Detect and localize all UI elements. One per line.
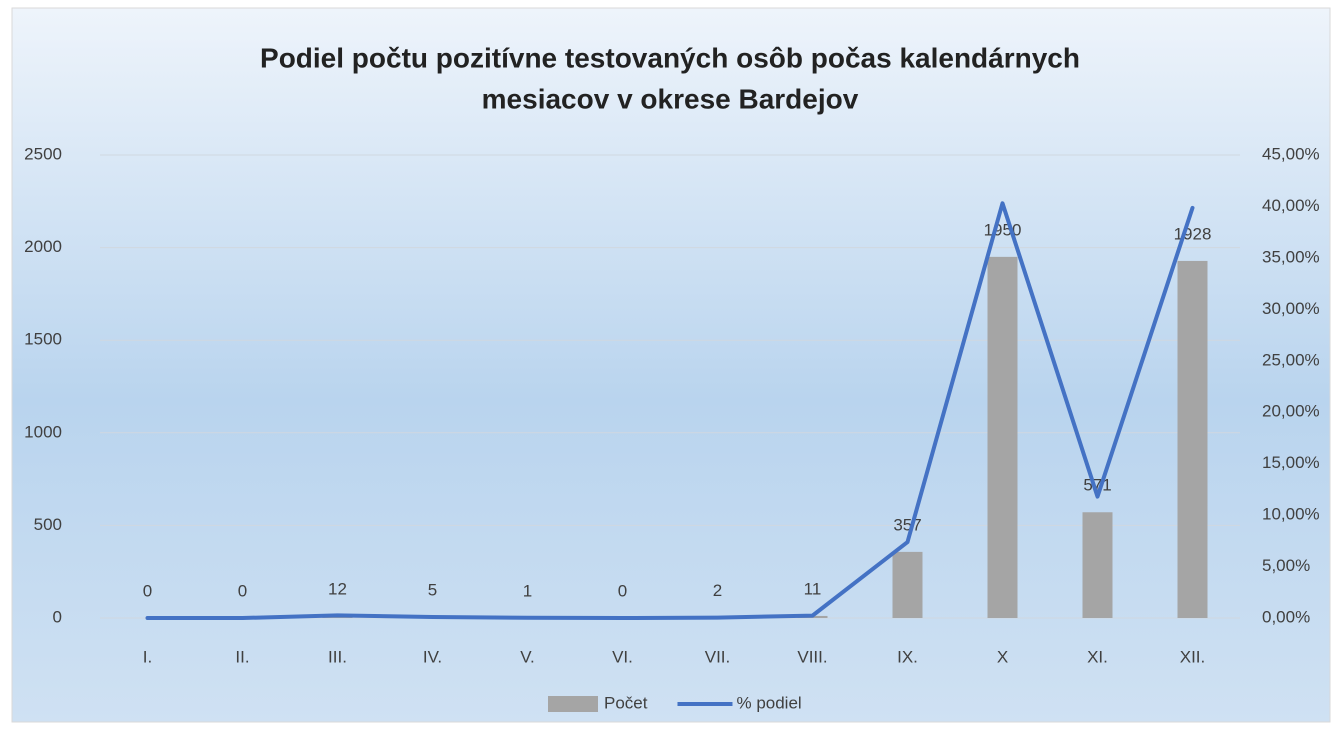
- y2-tick-label: 30,00%: [1262, 299, 1320, 318]
- data-label: 1950: [984, 220, 1022, 239]
- y2-tick-label: 5,00%: [1262, 556, 1310, 575]
- data-label: 2: [713, 581, 722, 600]
- x-tick-label: X: [997, 647, 1008, 666]
- y-tick-label: 2000: [24, 237, 62, 256]
- x-tick-label: VIII.: [797, 647, 827, 666]
- y2-tick-label: 10,00%: [1262, 505, 1320, 524]
- y-tick-label: 1500: [24, 330, 62, 349]
- chart-title: mesiacov v okrese Bardejov: [482, 83, 859, 114]
- y2-tick-label: 40,00%: [1262, 196, 1320, 215]
- x-tick-label: I.: [143, 647, 152, 666]
- y2-tick-label: 15,00%: [1262, 453, 1320, 472]
- x-tick-label: VI.: [612, 647, 633, 666]
- x-tick-label: XII.: [1180, 647, 1206, 666]
- data-label: 11: [804, 579, 822, 598]
- bar: [892, 551, 923, 618]
- y2-tick-label: 45,00%: [1262, 144, 1320, 163]
- data-label: 1928: [1174, 224, 1212, 243]
- y-tick-label: 1000: [24, 422, 62, 441]
- data-label: 0: [238, 581, 247, 600]
- x-tick-label: III.: [328, 647, 347, 666]
- data-label: 5: [428, 581, 437, 600]
- chart-background: [11, 7, 1331, 723]
- x-tick-label: XI.: [1087, 647, 1108, 666]
- y2-tick-label: 0,00%: [1262, 607, 1310, 626]
- data-label: 12: [328, 579, 347, 598]
- data-label: 357: [893, 515, 921, 534]
- x-tick-label: IX.: [897, 647, 918, 666]
- legend-label: % podiel: [736, 693, 801, 712]
- x-tick-label: II.: [235, 647, 249, 666]
- data-label: 0: [618, 581, 627, 600]
- y2-tick-label: 35,00%: [1262, 247, 1320, 266]
- y2-tick-label: 25,00%: [1262, 350, 1320, 369]
- bar: [987, 256, 1018, 618]
- legend-swatch: [548, 696, 598, 712]
- bar: [1177, 260, 1208, 618]
- chart-title: Podiel počtu pozitívne testovaných osôb …: [260, 42, 1080, 73]
- line: [145, 201, 1195, 620]
- data-label: 0: [143, 581, 152, 600]
- y2-tick-label: 20,00%: [1262, 402, 1320, 421]
- bar: [1082, 512, 1113, 618]
- y-tick-label: 0: [53, 607, 62, 626]
- data-label: 1: [523, 581, 532, 600]
- legend-label: Počet: [604, 693, 648, 712]
- x-tick-label: VII.: [705, 647, 731, 666]
- x-tick-label: V.: [520, 647, 535, 666]
- y-tick-label: 500: [34, 515, 62, 534]
- x-tick-label: IV.: [423, 647, 442, 666]
- y-tick-label: 2500: [24, 144, 62, 163]
